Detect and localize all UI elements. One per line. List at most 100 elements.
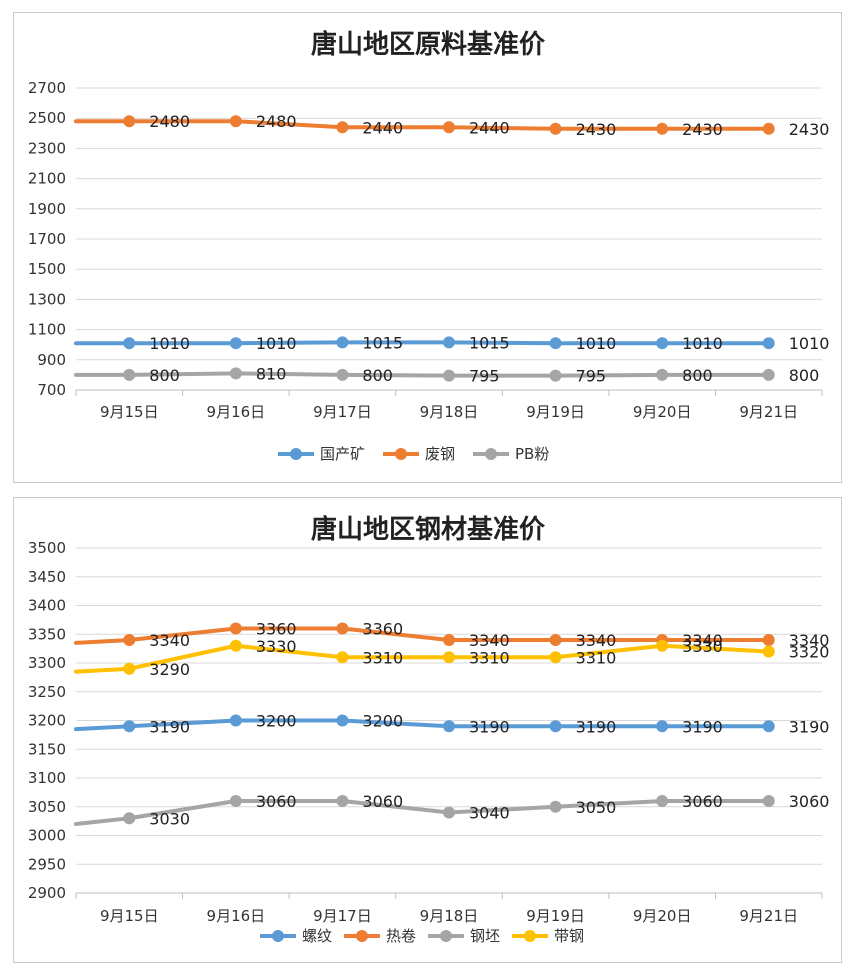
x-tick-label: 9月21日 <box>739 403 798 421</box>
y-tick-label: 2950 <box>28 855 66 873</box>
data-label: 3190 <box>149 717 190 736</box>
data-point <box>762 720 775 733</box>
y-tick-label: 3300 <box>28 654 66 672</box>
y-tick-label: 3400 <box>28 597 66 615</box>
legend-label: 热卷 <box>386 927 416 945</box>
data-label: 2480 <box>149 112 190 131</box>
data-label: 3310 <box>469 648 510 667</box>
data-label: 3360 <box>362 620 403 639</box>
data-point <box>762 634 775 646</box>
legend-item: 国产矿 <box>278 445 365 463</box>
y-tick-label: 3350 <box>28 625 66 643</box>
data-point <box>229 337 242 350</box>
data-label: 1015 <box>362 333 403 352</box>
legend-marker <box>356 930 368 942</box>
data-point <box>549 337 562 350</box>
data-label: 3340 <box>149 631 190 650</box>
data-point <box>656 122 669 135</box>
legend-label: 钢坯 <box>470 927 500 945</box>
data-label: 1010 <box>682 334 723 353</box>
legend-item: 钢坯 <box>428 927 500 945</box>
data-point <box>336 121 349 134</box>
data-point <box>656 720 669 733</box>
legend-marker <box>290 448 302 460</box>
legend-marker <box>524 930 536 942</box>
x-tick-label: 9月17日 <box>313 907 372 925</box>
legend-item: 废钢 <box>383 445 455 463</box>
data-label: 3310 <box>362 648 403 667</box>
legend-marker <box>485 448 497 460</box>
data-label: 2440 <box>362 118 403 137</box>
data-label: 1010 <box>149 334 190 353</box>
data-label: 3340 <box>469 631 510 650</box>
data-point <box>549 634 562 646</box>
data-label: 3310 <box>576 648 617 667</box>
series-line <box>74 799 771 826</box>
data-point <box>443 634 455 646</box>
y-tick-label: 1300 <box>28 290 66 308</box>
data-label: 3060 <box>682 792 723 811</box>
series-螺纹: 3190 3200 3200 3190 3190 3190 3190 <box>74 712 829 736</box>
legend-marker <box>440 930 452 942</box>
legend-item: 螺纹 <box>260 927 332 945</box>
data-label: 810 <box>256 364 287 383</box>
y-tick-label: 3150 <box>28 740 66 758</box>
x-tick-label: 9月20日 <box>633 907 692 925</box>
series-废钢: 2480 2480 2440 2440 2430 2430 2430 <box>74 112 829 139</box>
data-point <box>229 795 242 807</box>
series-line <box>74 718 771 732</box>
x-tick-label: 9月16日 <box>207 403 266 421</box>
x-tick-label: 9月19日 <box>526 403 585 421</box>
chart-panel-raw-materials: 唐山地区原料基准价 700 900 1100 1300 1500 1700 1900 2100 2… <box>13 12 842 483</box>
data-label: 800 <box>149 366 180 385</box>
x-tick-label: 9月20日 <box>633 403 692 421</box>
data-label: 1010 <box>576 334 617 353</box>
series-国产矿: 1010 1010 1015 1015 1010 1010 1010 <box>74 333 829 353</box>
data-label: 3340 <box>682 631 723 650</box>
x-tick-label: 9月19日 <box>526 907 585 925</box>
data-point <box>336 714 349 727</box>
legend-marker <box>272 930 284 942</box>
data-point <box>656 795 669 807</box>
data-point <box>336 651 349 664</box>
data-label: 3320 <box>789 643 830 662</box>
data-point <box>123 812 136 825</box>
data-point <box>549 720 562 733</box>
y-tick-label: 3100 <box>28 769 66 787</box>
series-line <box>74 371 771 378</box>
series-line <box>74 119 771 131</box>
legend-item: 带钢 <box>512 927 584 945</box>
data-label: 3060 <box>362 792 403 811</box>
data-label: 2440 <box>469 118 510 137</box>
data-label: 3190 <box>469 717 510 736</box>
y-tick-label: 3200 <box>28 712 66 730</box>
y-tick-label: 2500 <box>28 109 66 127</box>
y-tick-label: 3250 <box>28 683 66 701</box>
data-point <box>123 337 136 350</box>
data-point <box>336 622 349 635</box>
data-point <box>443 369 455 382</box>
data-label: 3360 <box>256 620 297 639</box>
data-point <box>229 622 242 635</box>
chart-steel: 唐山地区钢材基准价 2900 2950 3000 3050 3100 3150 3200 325… <box>28 514 830 945</box>
legend-label: 带钢 <box>554 927 584 945</box>
data-point <box>762 795 775 807</box>
data-label: 3060 <box>256 792 297 811</box>
data-point <box>123 720 136 733</box>
data-label: 3340 <box>576 631 617 650</box>
legend-item: 热卷 <box>344 927 416 945</box>
y-tick-label: 3450 <box>28 568 66 586</box>
data-point <box>762 645 775 658</box>
data-point <box>336 795 349 807</box>
data-point <box>336 368 349 381</box>
series-带钢: 3290 3330 3310 3310 3310 3330 3320 <box>74 637 830 679</box>
y-tick-label: 1500 <box>28 260 66 278</box>
y-tick-label: 900 <box>37 351 66 369</box>
series-line <box>74 340 771 346</box>
data-point <box>762 122 775 135</box>
data-point <box>229 367 242 380</box>
y-tick-label: 700 <box>37 381 66 399</box>
data-label: 800 <box>362 366 393 385</box>
y-tick-label: 3000 <box>28 827 66 845</box>
data-label: 3290 <box>149 660 190 679</box>
